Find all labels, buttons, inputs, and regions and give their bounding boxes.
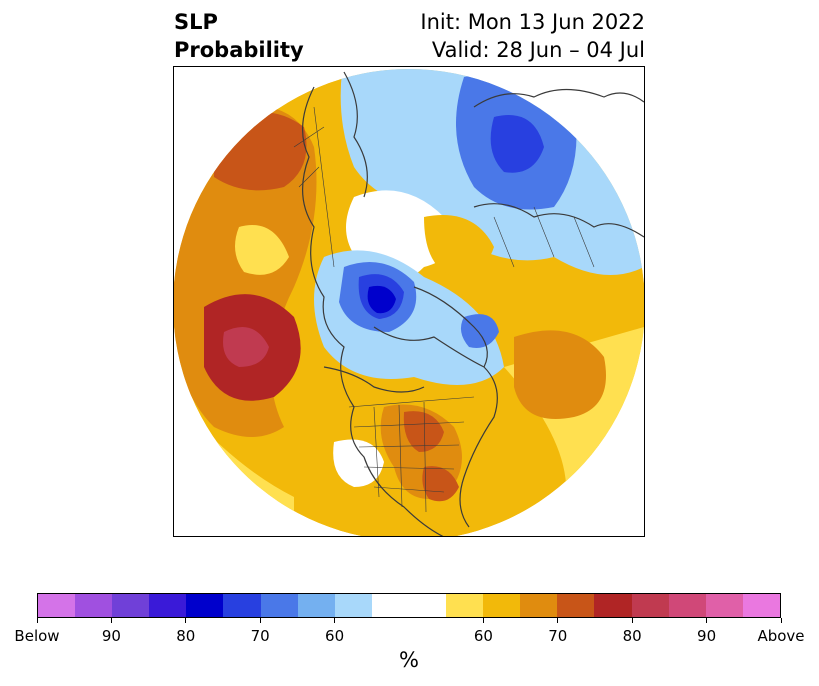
- colorbar-segment: [186, 594, 224, 617]
- colorbar-segment: [668, 594, 706, 617]
- title-variable: SLP: [174, 10, 218, 34]
- coastline-alaska: [343, 71, 368, 198]
- coastline-eurasia: [473, 203, 644, 238]
- colorbar-segment: [297, 594, 335, 617]
- colorbar-tick-label: 60: [473, 627, 493, 645]
- title-right: Init: Mon 13 Jun 2022 Valid: 28 Jun – 04…: [420, 8, 645, 64]
- valid-range: Valid: 28 Jun – 04 Jul: [431, 38, 645, 62]
- field-below-80-siberia: [490, 115, 544, 173]
- colorbar-tick-label: 90: [697, 627, 717, 645]
- colorbar-segment: [75, 594, 113, 617]
- colorbar-units: %: [399, 648, 419, 672]
- probability-fields: [174, 69, 644, 536]
- coastline-siberia-north: [473, 88, 644, 108]
- title-metric: Probability: [174, 38, 304, 62]
- coastline-canada-north: [323, 366, 425, 393]
- field-neutral-plains: [333, 439, 384, 487]
- colorbar-tick-mark: [482, 618, 484, 623]
- init-date: Init: Mon 13 Jun 2022: [420, 10, 645, 34]
- field-below-85-baffin: [367, 285, 396, 314]
- coastlines: [301, 71, 644, 536]
- probability-map: [174, 69, 644, 536]
- colorbar-tick-mark: [780, 618, 782, 623]
- colorbar-segment: [223, 594, 261, 617]
- colorbar-tick-mark: [110, 618, 112, 623]
- colorbar-tick-label: 60: [325, 627, 345, 645]
- colorbar-segment: [483, 594, 521, 617]
- colorbar-segment: [371, 594, 447, 617]
- colorbar-tick-mark: [259, 618, 261, 623]
- colorbar-segment: [631, 594, 669, 617]
- title-left: SLP Probability: [174, 8, 304, 64]
- colorbar-tick-mark: [706, 618, 708, 623]
- field-above-75-great-lakes: [403, 411, 444, 452]
- colorbar-tick-mark: [36, 618, 38, 623]
- field-above-55-gulf-alaska: [235, 225, 289, 275]
- field-above-60-kara: [424, 215, 494, 277]
- colorbar-tick-label: Above: [757, 627, 805, 645]
- colorbar-tick-label: 90: [101, 627, 121, 645]
- field-above-85-npac: [223, 327, 269, 367]
- coastline-east-americas: [373, 326, 498, 528]
- colorbar-segment: [520, 594, 558, 617]
- coastline-greenland-west: [413, 286, 488, 368]
- colorbar-segment: [38, 594, 76, 617]
- colorbar-segment: [594, 594, 632, 617]
- colorbar-segment: [446, 594, 484, 617]
- colorbar-tick-mark: [631, 618, 633, 623]
- field-above-75-bering: [214, 112, 307, 191]
- colorbar-tick-mark: [185, 618, 187, 623]
- colorbar-tick-mark: [334, 618, 336, 623]
- borders-eurasia: [493, 206, 595, 268]
- colorbar-segment: [742, 594, 780, 617]
- colorbar-tick-label: Below: [14, 627, 60, 645]
- borders-east-asia: [293, 106, 335, 268]
- colorbar-segment: [705, 594, 743, 617]
- colorbar-segment: [149, 594, 187, 617]
- field-above-65-atlantic: [514, 330, 606, 419]
- borders-us-states-vertical: [373, 401, 427, 513]
- colorbar-segment: [260, 594, 298, 617]
- colorbar-tick-label: 70: [250, 627, 270, 645]
- colorbar-tick-label: 70: [548, 627, 568, 645]
- field-above-75-southeast: [422, 466, 459, 502]
- colorbar-tick-label: 80: [622, 627, 642, 645]
- borders-us-states: [353, 421, 465, 493]
- colorbar-segment: [112, 594, 150, 617]
- political-borders: [293, 106, 595, 513]
- colorbar-segment: [334, 594, 372, 617]
- map-panel: [173, 66, 645, 537]
- field-below-70-hudson: [460, 314, 499, 348]
- colorbar-tick-label: 80: [176, 627, 196, 645]
- colorbar-tick-mark: [557, 618, 559, 623]
- border-us-canada: [348, 396, 475, 408]
- colorbar-segment: [557, 594, 595, 617]
- coastline-west-americas: [301, 86, 444, 536]
- colorbar: [37, 593, 781, 618]
